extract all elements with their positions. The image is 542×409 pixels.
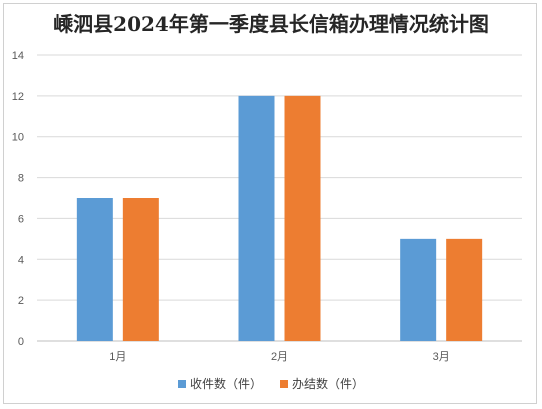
y-tick-label: 0 bbox=[18, 336, 24, 348]
x-tick-label: 1月 bbox=[109, 351, 126, 363]
legend: 收件数（件） 办结数（件） bbox=[0, 375, 542, 392]
legend-item-completed: 办结数（件） bbox=[280, 375, 364, 392]
bar-completed bbox=[446, 238, 483, 341]
legend-swatch-completed bbox=[280, 379, 288, 388]
bar-received bbox=[76, 198, 113, 341]
legend-label-received: 收件数（件） bbox=[189, 377, 262, 391]
x-tick-label: 2月 bbox=[271, 351, 288, 363]
y-tick-label: 2 bbox=[18, 295, 24, 307]
y-tick-label: 12 bbox=[12, 91, 24, 103]
bar-received bbox=[238, 95, 275, 341]
bar-received bbox=[400, 238, 437, 341]
y-tick-label: 14 bbox=[12, 50, 24, 62]
y-tick-label: 10 bbox=[12, 132, 24, 144]
legend-item-received: 收件数（件） bbox=[177, 375, 262, 392]
y-tick-label: 4 bbox=[18, 254, 24, 266]
bar-completed bbox=[284, 95, 321, 341]
legend-swatch-received bbox=[177, 379, 186, 388]
bar-completed bbox=[122, 198, 159, 341]
x-tick-label: 3月 bbox=[433, 351, 450, 363]
chart-title: 嵊泗县2024年第一季度县长信箱办理情况统计图 bbox=[53, 12, 489, 36]
legend-label-completed: 办结数（件） bbox=[292, 377, 365, 391]
y-tick-label: 6 bbox=[18, 213, 24, 225]
y-tick-label: 8 bbox=[18, 173, 24, 185]
